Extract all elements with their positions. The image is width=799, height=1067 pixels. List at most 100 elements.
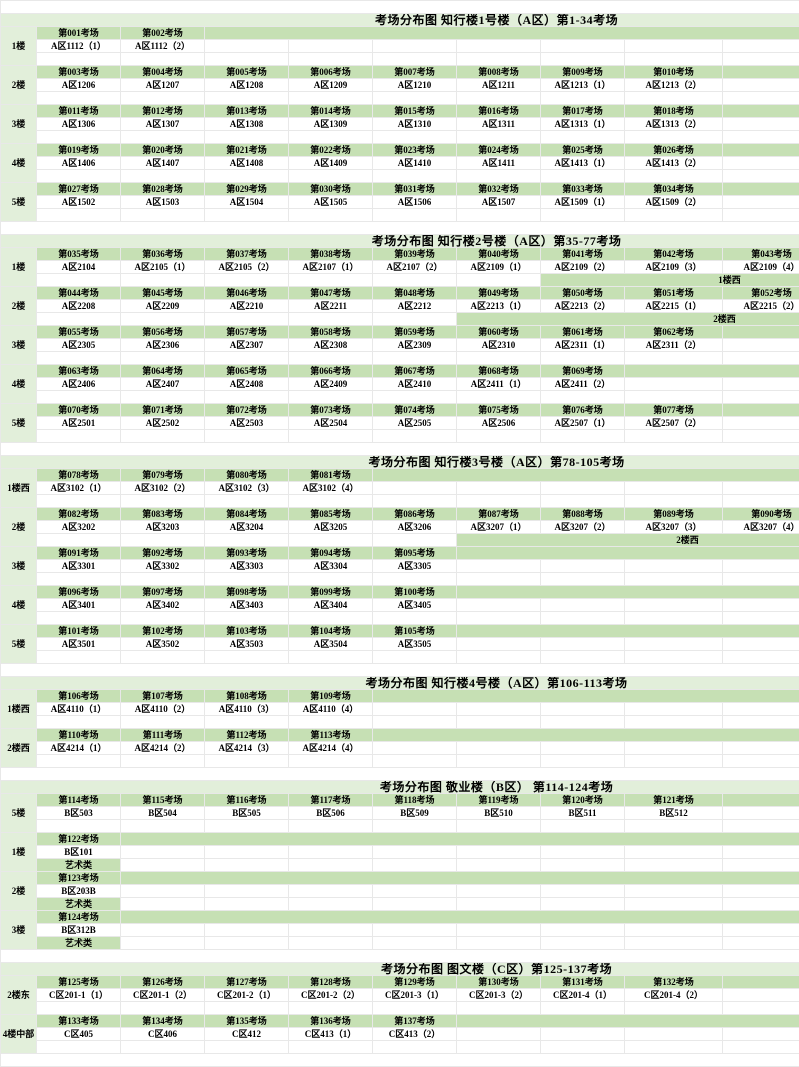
room-code-cell: A区2211: [289, 300, 373, 313]
room-code-cell: A区1313（1）: [541, 118, 625, 131]
note-spacer-cell: [373, 53, 457, 66]
room-number-cell: 第109考场: [289, 690, 373, 703]
room-number-filler: [457, 547, 799, 560]
room-code-cell: B区506: [289, 807, 373, 820]
empty-cell: [723, 560, 799, 573]
room-number-cell: 第114考场: [37, 794, 121, 807]
room-number-cell: 第001考场: [37, 27, 121, 40]
empty-cell: [723, 807, 799, 820]
section-title: 考场分布图 知行楼1号楼（A区）第1-34考场: [1, 14, 799, 27]
note-spacer-cell: [541, 1041, 625, 1054]
empty-cell: [457, 742, 541, 755]
room-number-cell: 第118考场: [373, 794, 457, 807]
floor-room-number-row: 2楼第003考场第004考场第005考场第006考场第007考场第008考场第0…: [1, 66, 799, 79]
floor-note-row: [1, 1041, 799, 1054]
note-spacer-cell: [541, 1002, 625, 1015]
room-code-cell: A区1207: [121, 79, 205, 92]
room-code-cell: A区1408: [205, 157, 289, 170]
empty-cell: [723, 157, 799, 170]
note-spacer-cell: [457, 716, 541, 729]
floor-room-number-row: 3楼第124考场: [1, 911, 799, 924]
empty-cell: [723, 40, 799, 53]
room-code-cell: A区2107（2）: [373, 261, 457, 274]
floor-label: 4楼: [1, 365, 37, 404]
room-number-cell: 第108考场: [205, 690, 289, 703]
room-number-cell: 第060考场: [457, 326, 541, 339]
room-number-cell: 第048考场: [373, 287, 457, 300]
room-number-cell: 第002考场: [121, 27, 205, 40]
room-code-cell: C区201-3（2）: [457, 989, 541, 1002]
floor-note-row: [1, 1002, 799, 1015]
room-code-cell: A区1307: [121, 118, 205, 131]
room-number-cell: 第021考场: [205, 144, 289, 157]
room-number-cell: 第117考场: [289, 794, 373, 807]
floor-room-number-row: 5楼第114考场第115考场第116考场第117考场第118考场第119考场第1…: [1, 794, 799, 807]
room-number-cell: 第034考场: [625, 183, 723, 196]
room-code-cell: A区2309: [373, 339, 457, 352]
empty-cell: [723, 378, 799, 391]
room-number-cell: 第133考场: [37, 1015, 121, 1028]
note-spacer-cell: [289, 937, 373, 950]
note-spacer-cell: [289, 1041, 373, 1054]
floor-room-number-row: 4楼第019考场第020考场第021考场第022考场第023考场第024考场第0…: [1, 144, 799, 157]
room-code-cell: A区4214（4）: [289, 742, 373, 755]
empty-cell: [625, 638, 723, 651]
room-code-cell: A区2107（1）: [289, 261, 373, 274]
room-code-cell: A区4110（1）: [37, 703, 121, 716]
room-number-cell: 第119考场: [457, 794, 541, 807]
floor-label: 1楼: [1, 27, 37, 66]
room-code-cell: B区504: [121, 807, 205, 820]
room-number-cell: 第024考场: [457, 144, 541, 157]
room-number-filler: [625, 365, 799, 378]
floor-room-number-row: 1楼西第078考场第079考场第080考场第081考场: [1, 469, 799, 482]
room-number-cell: 第009考场: [541, 66, 625, 79]
note-spacer-cell: [37, 820, 121, 833]
note-spacer-cell: [205, 1002, 289, 1015]
note-spacer-cell: [541, 898, 625, 911]
note-spacer-cell: [625, 131, 723, 144]
empty-cell: [723, 79, 799, 92]
note-spacer-cell: [373, 820, 457, 833]
room-number-cell: 第134考场: [121, 1015, 205, 1028]
note-spacer-cell: [457, 391, 541, 404]
room-number-cell: 第137考场: [373, 1015, 457, 1028]
room-code-cell: A区2409: [289, 378, 373, 391]
room-number-filler: [121, 911, 799, 924]
room-number-cell: 第080考场: [205, 469, 289, 482]
floor-label: 2楼: [1, 872, 37, 911]
floor-note-row: [1, 170, 799, 183]
note-spacer-cell: [205, 209, 289, 222]
floor-label: 2楼: [1, 66, 37, 105]
room-number-cell: 第062考场: [625, 326, 723, 339]
room-code-cell: A区2105（2）: [205, 261, 289, 274]
floor-room-number-row: 2楼第044考场第045考场第046考场第047考场第048考场第049考场第0…: [1, 287, 799, 300]
note-spacer-cell: [723, 612, 799, 625]
note-spacer-cell: [723, 755, 799, 768]
wing-note-cell: 2楼西: [457, 313, 799, 326]
note-spacer-cell: [121, 53, 205, 66]
room-number-cell: 第130考场: [457, 976, 541, 989]
empty-cell: [457, 1028, 541, 1041]
note-spacer-cell: [205, 612, 289, 625]
room-number-filler: [723, 105, 799, 118]
note-spacer-cell: [121, 131, 205, 144]
room-code-cell: A区2410: [373, 378, 457, 391]
room-code-cell: A区1206: [37, 79, 121, 92]
room-code-cell: A区3302: [121, 560, 205, 573]
room-number-cell: 第113考场: [289, 729, 373, 742]
note-spacer-cell: [205, 859, 289, 872]
room-code-cell: A区3301: [37, 560, 121, 573]
room-number-cell: 第023考场: [373, 144, 457, 157]
note-spacer-cell: [121, 612, 205, 625]
note-spacer-cell: [625, 755, 723, 768]
empty-cell: [723, 118, 799, 131]
room-code-cell: A区2212: [373, 300, 457, 313]
note-spacer-cell: [625, 170, 723, 183]
room-number-cell: 第078考场: [37, 469, 121, 482]
room-code-cell: A区3304: [289, 560, 373, 573]
note-spacer-cell: [541, 573, 625, 586]
room-number-cell: 第051考场: [625, 287, 723, 300]
room-code-cell: A区1311: [457, 118, 541, 131]
